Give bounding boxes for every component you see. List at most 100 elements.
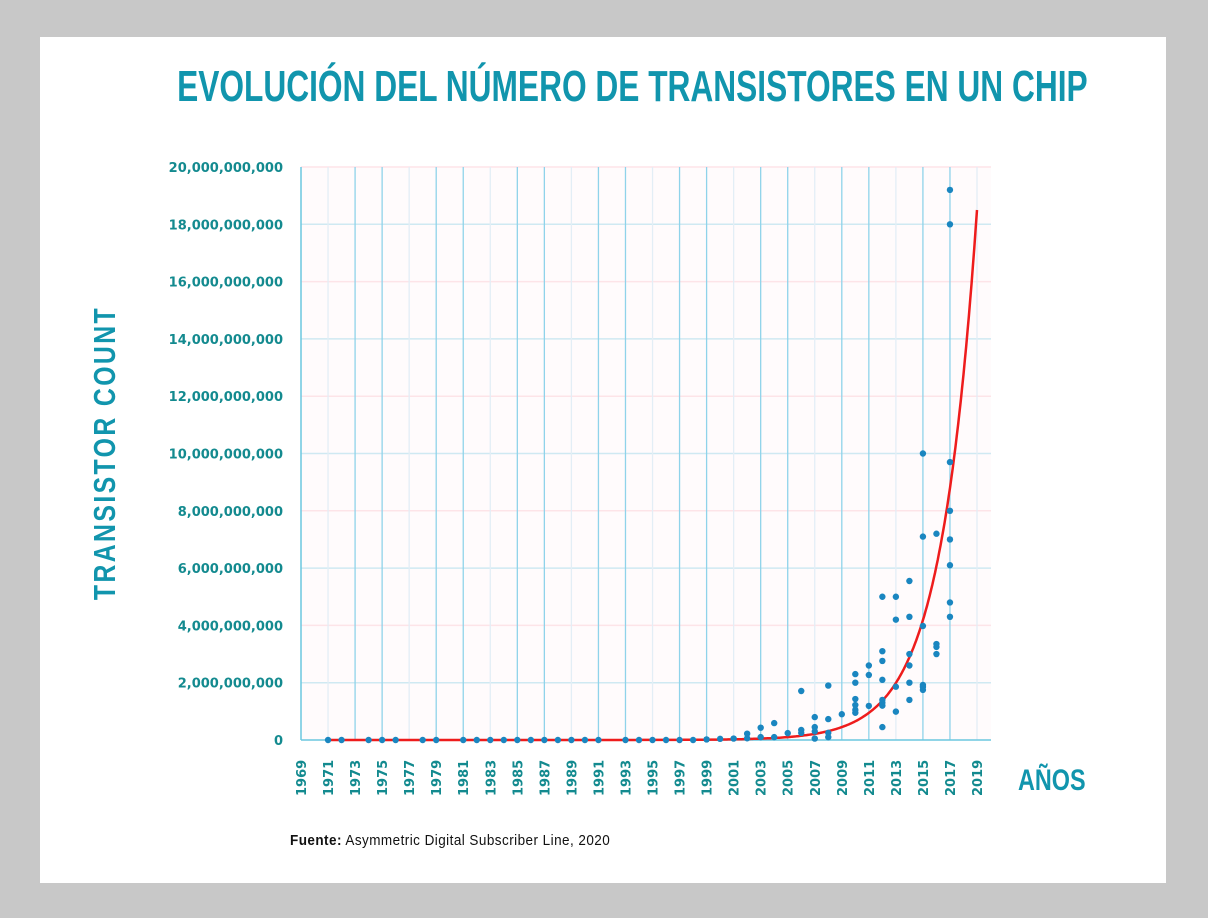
y-tick-label: 10,000,000,000 [169,448,283,463]
x-tick-label: 1995 [647,760,662,796]
data-point [392,736,399,744]
x-tick-label: 1973 [349,760,364,796]
source-text: Asymmetric Digital Subscriber Line, 2020 [345,832,611,849]
data-point [825,715,832,723]
data-point [743,730,751,737]
data-point [811,728,818,735]
data-point [919,686,927,694]
y-tick-label: 20,000,000,000 [169,161,283,176]
data-point [798,729,805,737]
data-point [554,736,562,744]
data-point [581,736,589,744]
data-point [946,221,954,228]
data-point [879,647,886,655]
data-point [825,682,832,689]
x-tick-label: 1983 [484,760,499,796]
data-point [892,683,900,690]
x-tick-label: 1981 [457,760,472,796]
x-tick-label: 1991 [592,760,607,796]
data-point [838,711,845,718]
x-tick-label: 1977 [403,760,418,796]
data-point [730,735,737,742]
data-point [879,676,886,684]
x-tick-label: 2003 [755,760,770,796]
y-tick-label: 18,000,000,000 [169,218,283,233]
x-axis-label: AÑOS [1018,764,1086,797]
data-point [879,702,886,709]
y-tick-label: 8,000,000,000 [178,505,283,520]
data-point [892,593,900,600]
x-tick-label: 1969 [295,760,310,796]
data-point [946,613,954,621]
data-point [919,450,927,457]
data-point [852,695,859,703]
data-point [757,733,764,741]
data-point [933,643,940,651]
data-point [865,671,873,679]
data-point [906,662,913,669]
x-tick-label: 2015 [917,760,932,796]
x-tick-label: 2019 [971,760,986,796]
data-point [946,458,954,466]
y-tick-label: 2,000,000,000 [178,677,283,692]
y-tick-label: 16,000,000,000 [169,276,283,291]
data-point [865,662,873,669]
data-point [946,507,954,514]
data-point [865,702,873,710]
data-point [919,622,927,630]
data-point [365,736,372,744]
data-point [487,736,494,744]
x-tick-label: 2005 [782,760,797,796]
data-point [716,735,724,743]
data-point [784,729,791,737]
data-point [676,736,683,744]
x-tick-label: 2013 [890,760,905,796]
chart-title: EVOLUCIÓN DEL NÚMERO DE TRANSISTORES EN … [0,62,1208,112]
data-point [852,701,859,709]
x-tick-label: 2001 [728,760,743,796]
data-point [378,736,386,744]
data-point [338,736,345,744]
data-point [622,736,629,744]
source-label: Fuente: [290,832,342,849]
data-point [324,736,332,744]
data-point [852,679,859,686]
data-point [798,687,805,695]
x-tick-label: 1999 [701,760,716,796]
data-point [906,696,913,704]
data-point [757,724,764,731]
data-point [541,736,548,744]
data-point [743,735,751,742]
data-point [811,713,818,721]
data-point [906,577,913,585]
data-point [919,533,927,540]
x-tick-label: 1987 [538,760,553,796]
x-tick-label: 2017 [944,760,959,796]
data-point [879,657,886,665]
data-point [649,736,656,744]
data-point [500,736,507,744]
data-point [946,562,954,569]
data-point [811,735,818,742]
x-tick-label: 1975 [376,760,391,796]
x-tick-label: 2007 [809,760,824,796]
data-point [879,723,886,731]
data-point [852,670,859,678]
data-point [946,599,954,606]
data-point [892,708,900,715]
data-point [946,186,954,194]
data-point [514,736,521,744]
data-point [892,616,900,623]
x-tick-label: 1971 [322,760,337,796]
data-point [689,736,697,744]
data-point [771,733,778,741]
data-point [852,709,859,716]
y-tick-label: 12,000,000,000 [169,390,283,405]
x-tick-label: 1979 [430,760,445,796]
chart-title-text: EVOLUCIÓN DEL NÚMERO DE TRANSISTORES EN … [177,62,1088,111]
data-point [933,530,940,537]
x-tick-label: 1985 [511,760,526,796]
data-point [825,733,832,741]
data-point [460,736,467,744]
